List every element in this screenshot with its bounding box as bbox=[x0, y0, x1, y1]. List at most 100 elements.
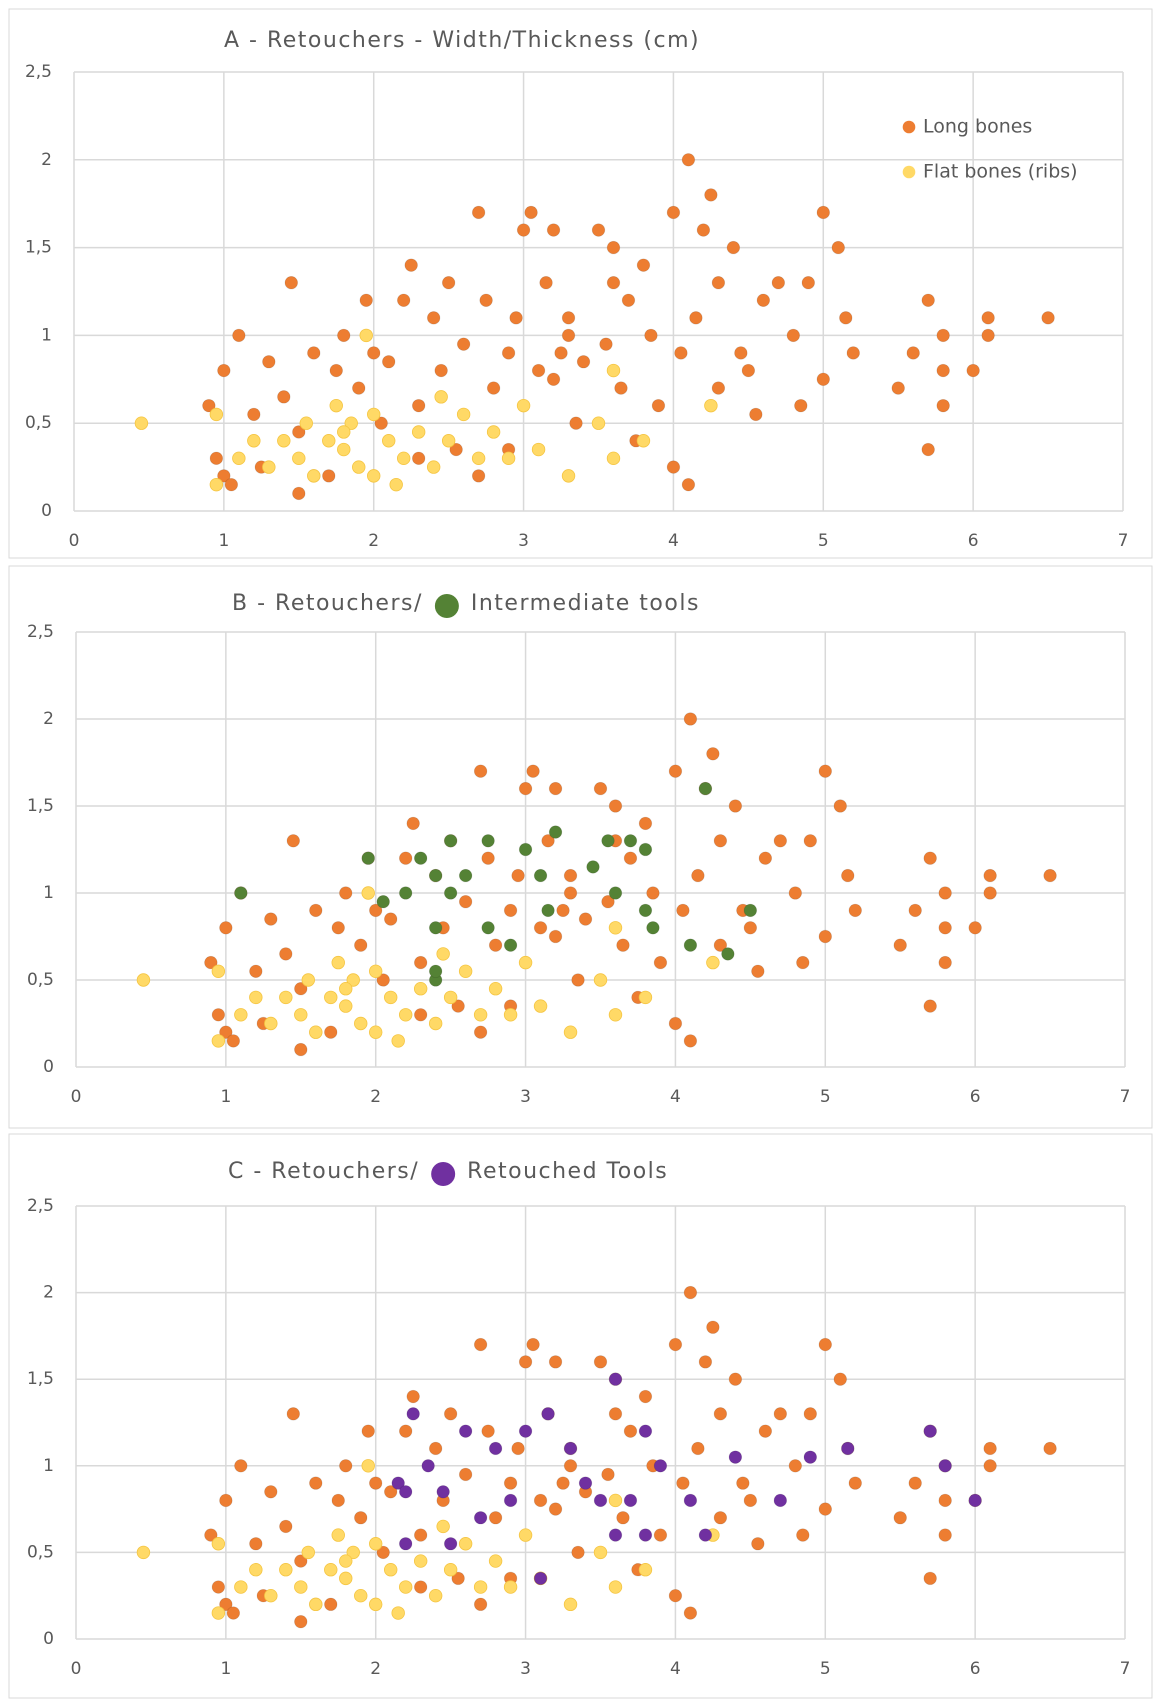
point bbox=[211, 1537, 226, 1551]
point bbox=[623, 851, 638, 865]
point bbox=[428, 964, 443, 979]
point bbox=[773, 1407, 788, 1421]
point bbox=[309, 1476, 323, 1490]
point bbox=[593, 781, 608, 796]
point bbox=[683, 1606, 698, 1620]
point bbox=[299, 416, 313, 430]
point bbox=[608, 886, 623, 900]
point bbox=[406, 816, 420, 831]
point bbox=[441, 434, 456, 448]
point bbox=[653, 1528, 668, 1542]
point bbox=[608, 921, 623, 935]
point bbox=[367, 469, 381, 483]
point bbox=[382, 434, 396, 448]
point bbox=[322, 469, 336, 483]
point bbox=[443, 834, 458, 848]
point bbox=[204, 955, 218, 970]
x-tick-label: 4 bbox=[670, 1659, 681, 1679]
point bbox=[264, 1016, 278, 1031]
point bbox=[608, 1528, 623, 1542]
point bbox=[638, 1563, 653, 1577]
point bbox=[638, 990, 653, 1005]
point bbox=[503, 903, 518, 918]
point bbox=[277, 390, 291, 404]
point bbox=[249, 990, 263, 1005]
point bbox=[294, 1554, 308, 1568]
point bbox=[456, 407, 471, 422]
point bbox=[608, 1580, 623, 1594]
point bbox=[249, 1537, 263, 1551]
point bbox=[554, 346, 568, 360]
point bbox=[571, 1545, 585, 1560]
point bbox=[339, 982, 353, 996]
point bbox=[788, 886, 803, 900]
point bbox=[249, 964, 263, 979]
y-tick-label: 2,5 bbox=[27, 1196, 54, 1216]
point bbox=[294, 982, 308, 996]
point bbox=[711, 276, 726, 290]
point bbox=[938, 1528, 952, 1542]
point bbox=[741, 363, 756, 378]
point bbox=[591, 223, 606, 237]
point bbox=[561, 328, 576, 343]
point bbox=[638, 1528, 653, 1542]
point bbox=[413, 1554, 428, 1568]
point bbox=[413, 982, 428, 996]
panel-border bbox=[8, 565, 1153, 1129]
point bbox=[479, 293, 493, 307]
point bbox=[136, 1545, 151, 1560]
point bbox=[533, 1571, 548, 1586]
point bbox=[683, 1493, 698, 1508]
point bbox=[548, 1355, 563, 1369]
point bbox=[563, 1441, 578, 1456]
point bbox=[923, 999, 937, 1013]
point bbox=[284, 276, 298, 290]
point bbox=[374, 416, 388, 430]
y-tick-label: 1,5 bbox=[27, 1369, 54, 1389]
point bbox=[294, 1580, 308, 1594]
point bbox=[346, 1545, 360, 1560]
point bbox=[384, 1485, 398, 1499]
x-tick-label: 3 bbox=[518, 531, 529, 551]
point bbox=[518, 1528, 533, 1542]
point bbox=[264, 912, 278, 926]
point bbox=[556, 1476, 570, 1490]
point bbox=[548, 781, 563, 796]
point bbox=[758, 1424, 773, 1438]
point bbox=[309, 1025, 323, 1039]
point bbox=[217, 469, 231, 483]
point bbox=[458, 1424, 473, 1438]
y-tick-label: 2,5 bbox=[27, 622, 54, 642]
point bbox=[788, 1459, 803, 1473]
point bbox=[586, 860, 600, 874]
x-tick-label: 4 bbox=[670, 1087, 681, 1107]
point bbox=[511, 868, 525, 883]
point bbox=[751, 1537, 765, 1551]
point bbox=[294, 1008, 308, 1022]
point bbox=[426, 311, 441, 325]
point bbox=[354, 1016, 368, 1031]
point bbox=[591, 416, 606, 430]
point bbox=[279, 1519, 293, 1534]
point bbox=[324, 1025, 338, 1039]
point bbox=[593, 1545, 608, 1560]
point bbox=[443, 1563, 458, 1577]
y-tick-label: 0,5 bbox=[25, 413, 52, 433]
point bbox=[691, 868, 705, 883]
point bbox=[217, 363, 231, 378]
point bbox=[893, 1511, 907, 1525]
point bbox=[533, 999, 548, 1013]
point bbox=[509, 311, 523, 325]
point bbox=[571, 973, 585, 987]
point bbox=[728, 1450, 743, 1464]
point bbox=[651, 398, 666, 413]
point bbox=[606, 363, 621, 378]
point bbox=[563, 886, 578, 900]
point bbox=[396, 451, 411, 466]
point bbox=[518, 1424, 533, 1438]
point bbox=[1043, 1441, 1057, 1456]
point bbox=[471, 469, 486, 483]
point bbox=[458, 895, 473, 909]
point bbox=[384, 912, 398, 926]
point bbox=[606, 451, 621, 466]
